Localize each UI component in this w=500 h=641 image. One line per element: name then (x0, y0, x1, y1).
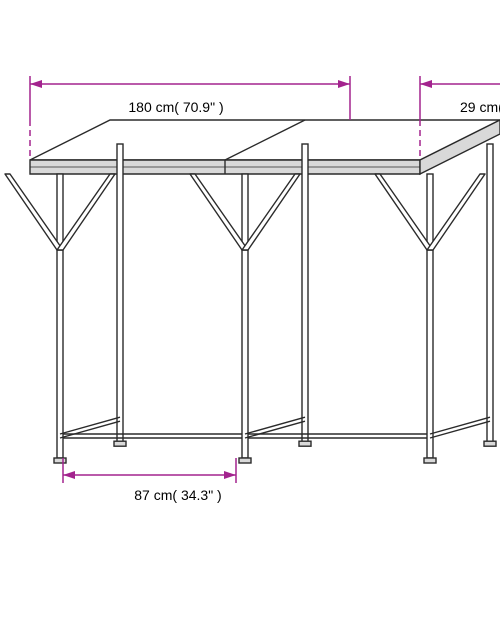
dim-half-label: 87 cm( 34.3" ) (134, 487, 221, 503)
dim-length-label: 180 cm( 70.9" ) (128, 99, 223, 115)
dim-depth-label: 29 cm( 1 (460, 99, 500, 115)
table-dimension-diagram: 180 cm( 70.9" ) 29 cm( 1 87 cm( 34.3" ) (0, 0, 500, 641)
